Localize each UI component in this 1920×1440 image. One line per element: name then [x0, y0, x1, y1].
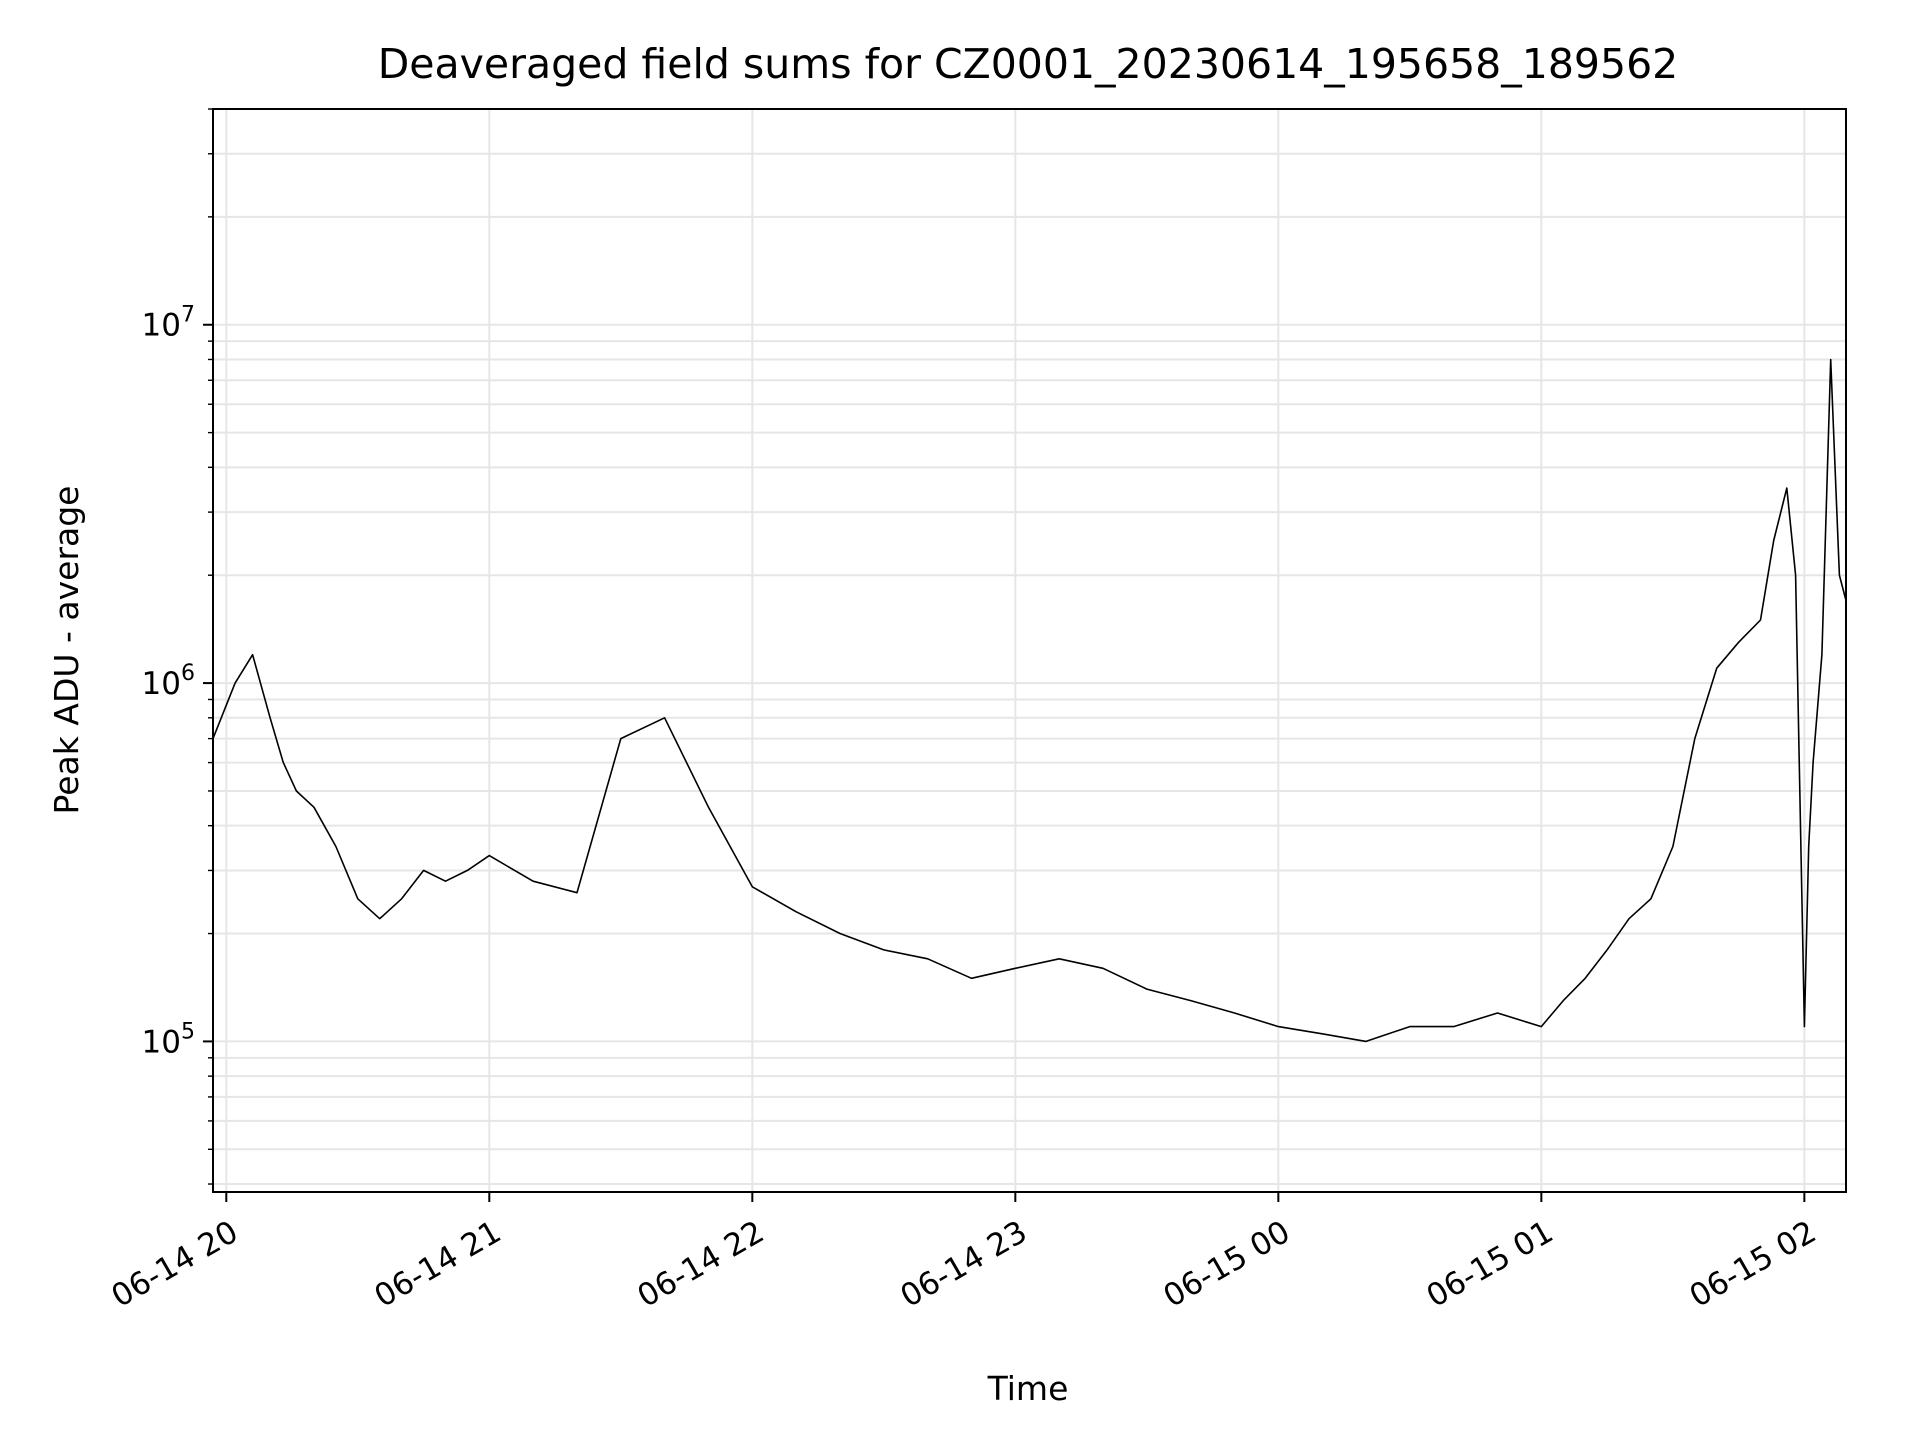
y-tick-label: 106 — [142, 661, 195, 702]
plot-frame — [212, 108, 1847, 1193]
chart-title: Deaveraged field sums for CZ0001_2023061… — [378, 40, 1679, 88]
y-axis-label: Peak ADU - average — [47, 486, 86, 815]
x-axis-label: Time — [987, 1369, 1069, 1408]
series-line-group — [212, 358, 1847, 1043]
series-line — [212, 358, 1847, 1043]
y-tick-label: 105 — [142, 1019, 195, 1060]
y-tick-label: 107 — [142, 303, 195, 344]
